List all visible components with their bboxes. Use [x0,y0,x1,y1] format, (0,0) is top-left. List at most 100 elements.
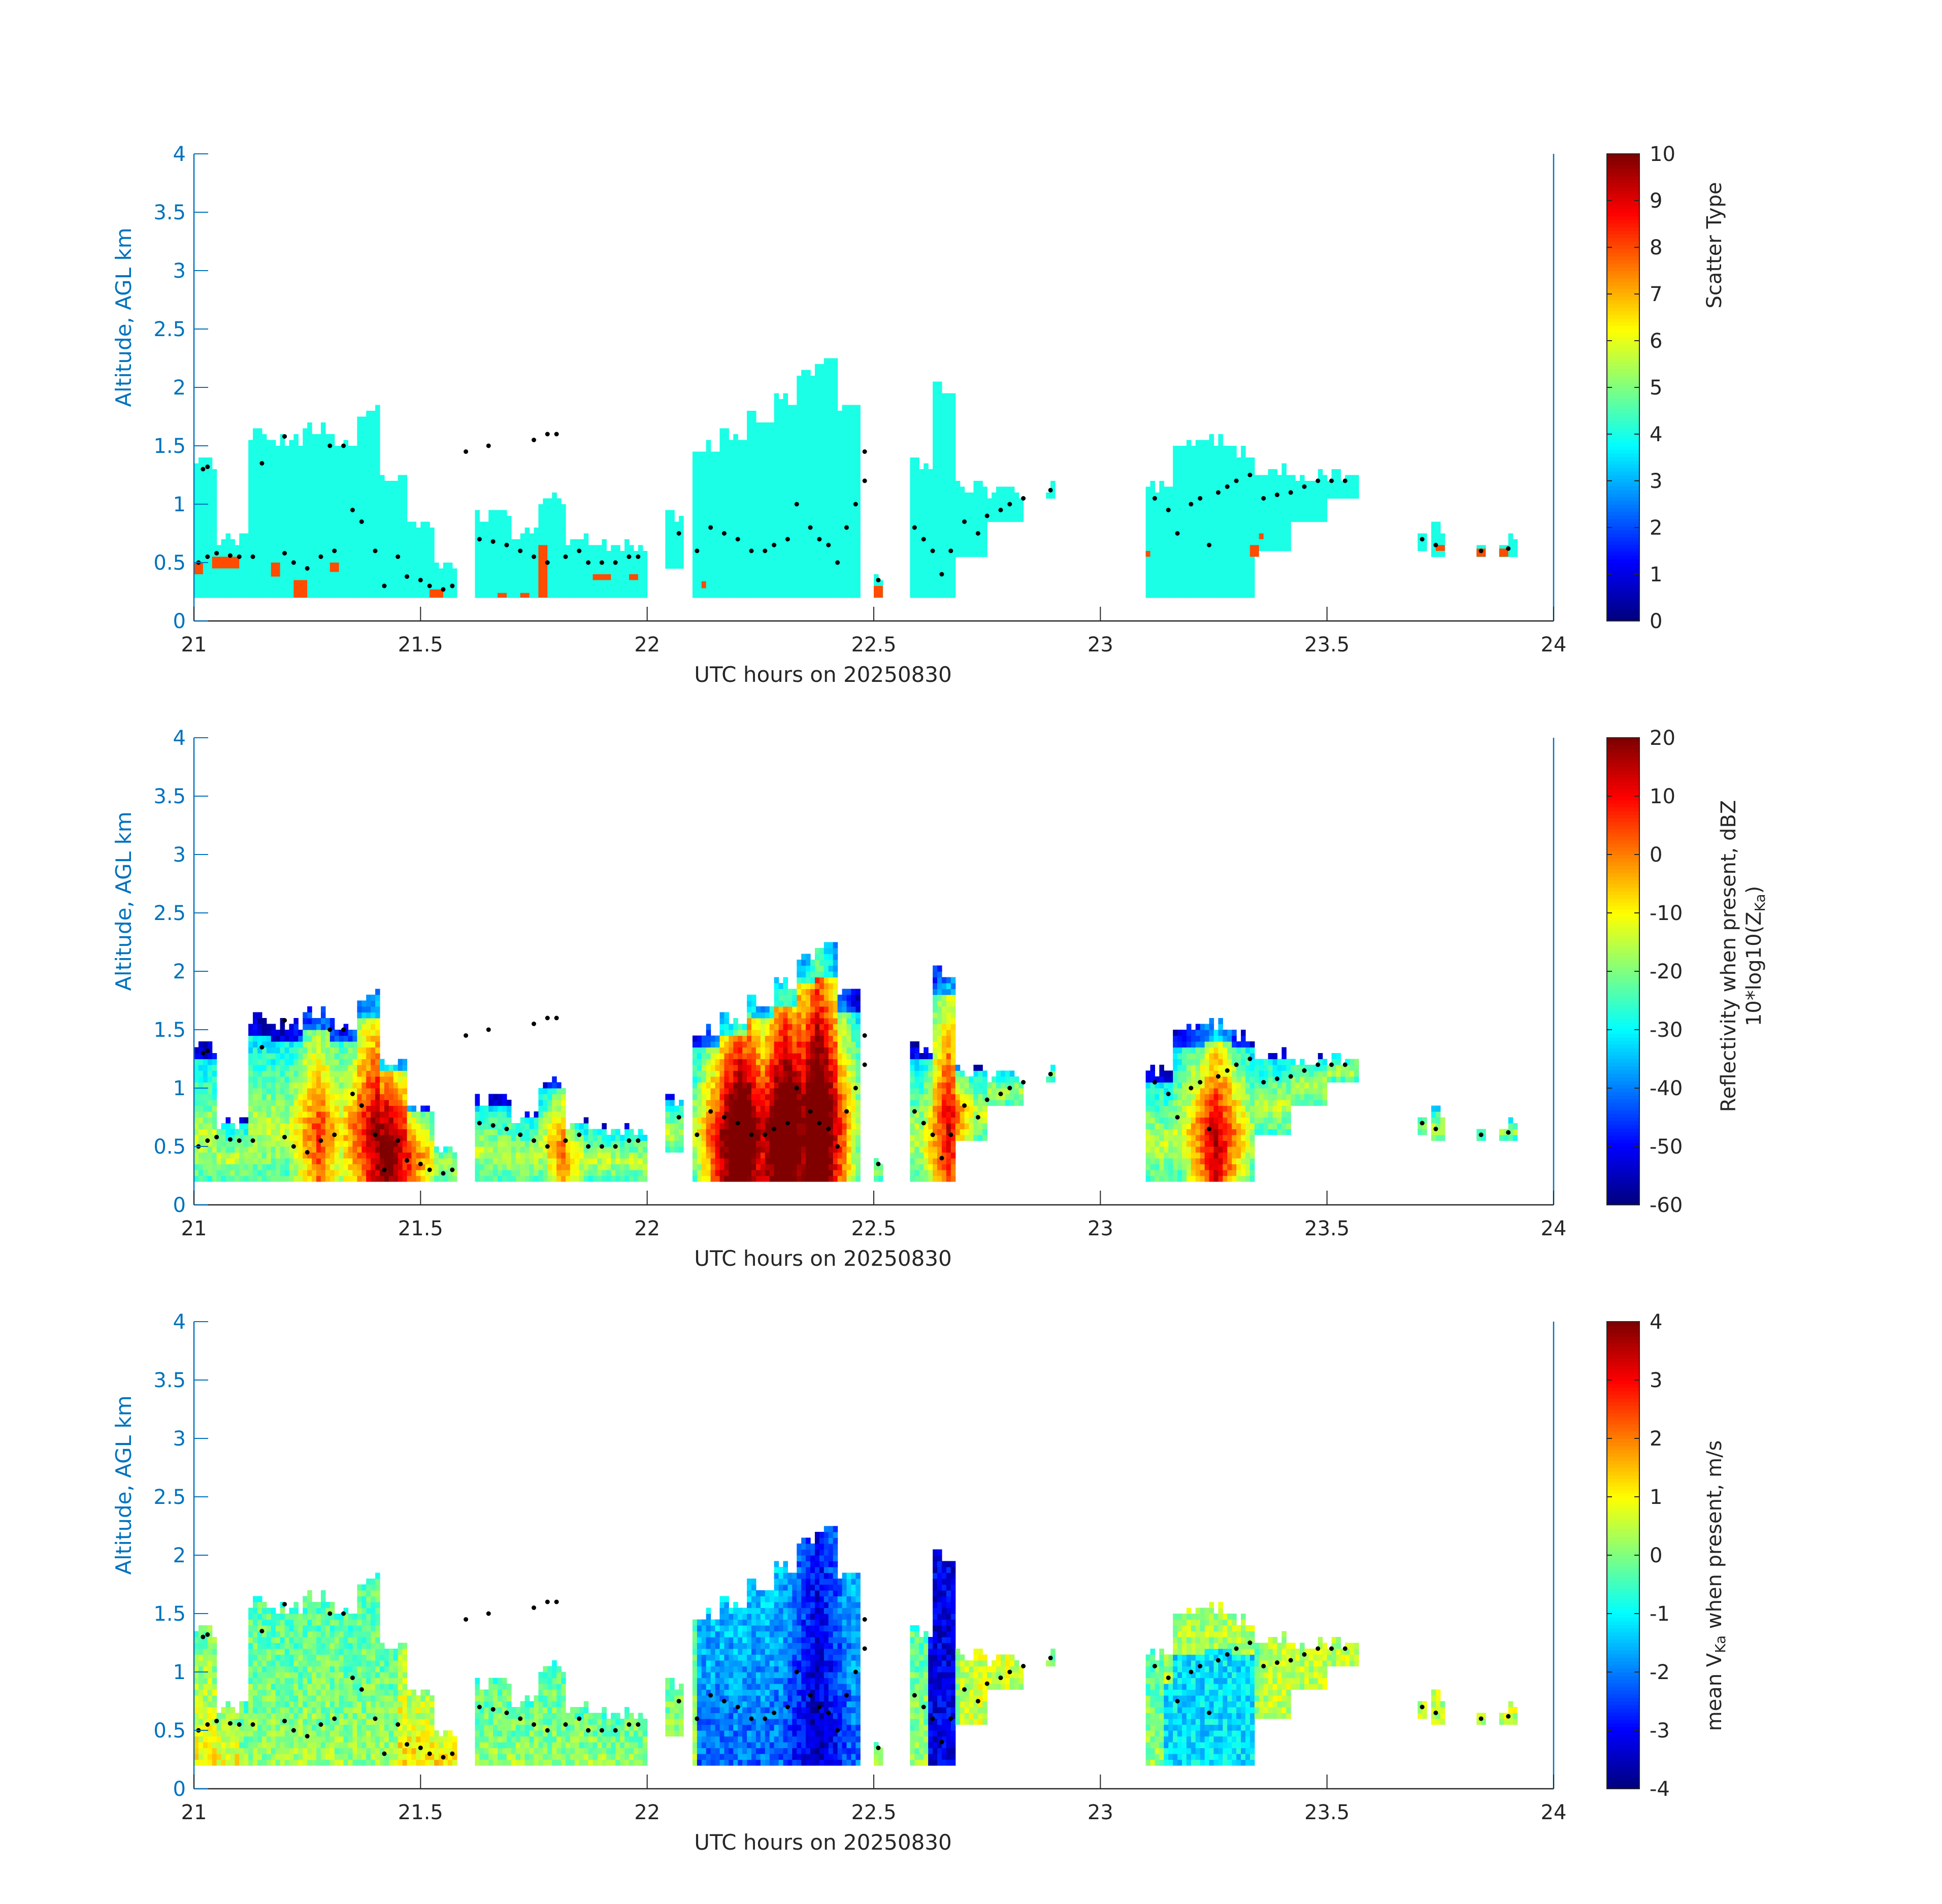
cloud-base-point [1021,496,1026,501]
heatmap-cell [724,446,729,452]
heatmap-cell [520,551,525,557]
heatmap-cell [207,510,213,516]
heatmap-cell [1291,493,1296,499]
heatmap-cell [996,498,1001,505]
heatmap-cell [855,457,861,464]
heatmap-cell-liquid [212,556,240,569]
heatmap-cell [810,393,815,400]
heatmap-cell [452,586,457,593]
heatmap-cell [928,580,933,586]
heatmap-cell [212,510,217,516]
heatmap-cell [787,574,793,581]
heatmap-cell [303,493,308,499]
heatmap-cell [348,481,353,487]
heatmap-cell [1249,475,1255,481]
heatmap-cell [330,469,335,476]
heatmap-cell [538,528,543,534]
heatmap-cell [312,493,317,499]
heatmap-cell [710,457,716,464]
heatmap-cell [289,516,294,522]
heatmap-cell [248,1065,253,1071]
heatmap-cell [275,1140,281,1147]
heatmap-cell [371,539,376,546]
heatmap-cell [1277,475,1282,481]
colorbar-swatch [1607,362,1639,366]
heatmap-cell [293,1100,299,1106]
heatmap-cell [430,528,435,534]
heatmap-cell [225,1129,231,1135]
heatmap-cell [393,580,399,586]
heatmap-cell [941,563,947,569]
heatmap-cell [1227,457,1232,464]
heatmap-cell [275,493,281,499]
heatmap-cell [969,504,974,511]
heatmap-cell [742,545,747,551]
heatmap-cell [371,516,376,522]
heatmap-cell [969,493,974,499]
heatmap-cell [833,475,838,481]
heatmap-cell [692,493,698,499]
heatmap-cell [556,586,562,593]
heatmap-cell [439,580,444,586]
heatmap-cell [755,533,761,540]
heatmap-cell [819,539,825,546]
heatmap-cell [765,521,770,528]
heatmap-cell [235,1146,240,1153]
heatmap-cell [1182,510,1187,516]
heatmap-cell [814,556,820,563]
heatmap-cell [724,481,729,487]
cloud-base-point [939,572,944,577]
heatmap-cell [384,539,389,546]
heatmap-cell [755,586,761,593]
heatmap-cell [379,592,385,598]
heatmap-cell [1291,516,1296,522]
heatmap-cell [1286,516,1291,522]
heatmap-cell [982,504,988,511]
heatmap-cell [479,592,484,598]
heatmap-cell [194,592,199,598]
heatmap-cell [833,434,838,441]
heatmap-cell [783,528,788,534]
heatmap-cell [230,1146,235,1153]
heatmap-cell [352,463,357,470]
heatmap-cell [1150,533,1156,540]
heatmap-cell [443,580,448,586]
heatmap-cell [515,551,521,557]
heatmap-cell [561,521,566,528]
heatmap-cell [343,440,349,446]
heatmap-cell [1177,463,1182,470]
heatmap-cell [624,563,630,569]
heatmap-cell [293,1135,299,1141]
heatmap-cell [411,533,417,540]
heatmap-cell [837,504,843,511]
heatmap-cell [910,586,915,593]
heatmap-cell [244,568,249,575]
heatmap-cell [941,457,947,464]
heatmap-cell [760,568,766,575]
heatmap-cell [1268,504,1273,511]
cloud-base-point [862,449,867,454]
heatmap-cell [1241,475,1246,481]
heatmap-cell [751,551,756,557]
heatmap-cell [719,521,725,528]
heatmap-cell [878,580,883,586]
heatmap-cell [529,592,535,598]
heatmap-cell [352,481,357,487]
heatmap-cell [261,1123,267,1130]
heatmap-cell [1272,528,1278,534]
heatmap-cell [1186,563,1192,569]
heatmap-cell [484,521,489,528]
heatmap-cell [742,510,747,516]
heatmap-cell [307,457,312,464]
heatmap-cell [261,1059,267,1065]
heatmap-cell [330,510,335,516]
heatmap-cell [787,533,793,540]
heatmap-cell [747,586,752,593]
heatmap-cell [475,592,480,598]
heatmap-cell [1218,451,1223,458]
heatmap-cell [320,493,326,499]
heatmap-cell [1150,545,1156,551]
heatmap-cell [973,486,978,493]
heatmap-cell [787,493,793,499]
heatmap-cell [1512,551,1518,557]
